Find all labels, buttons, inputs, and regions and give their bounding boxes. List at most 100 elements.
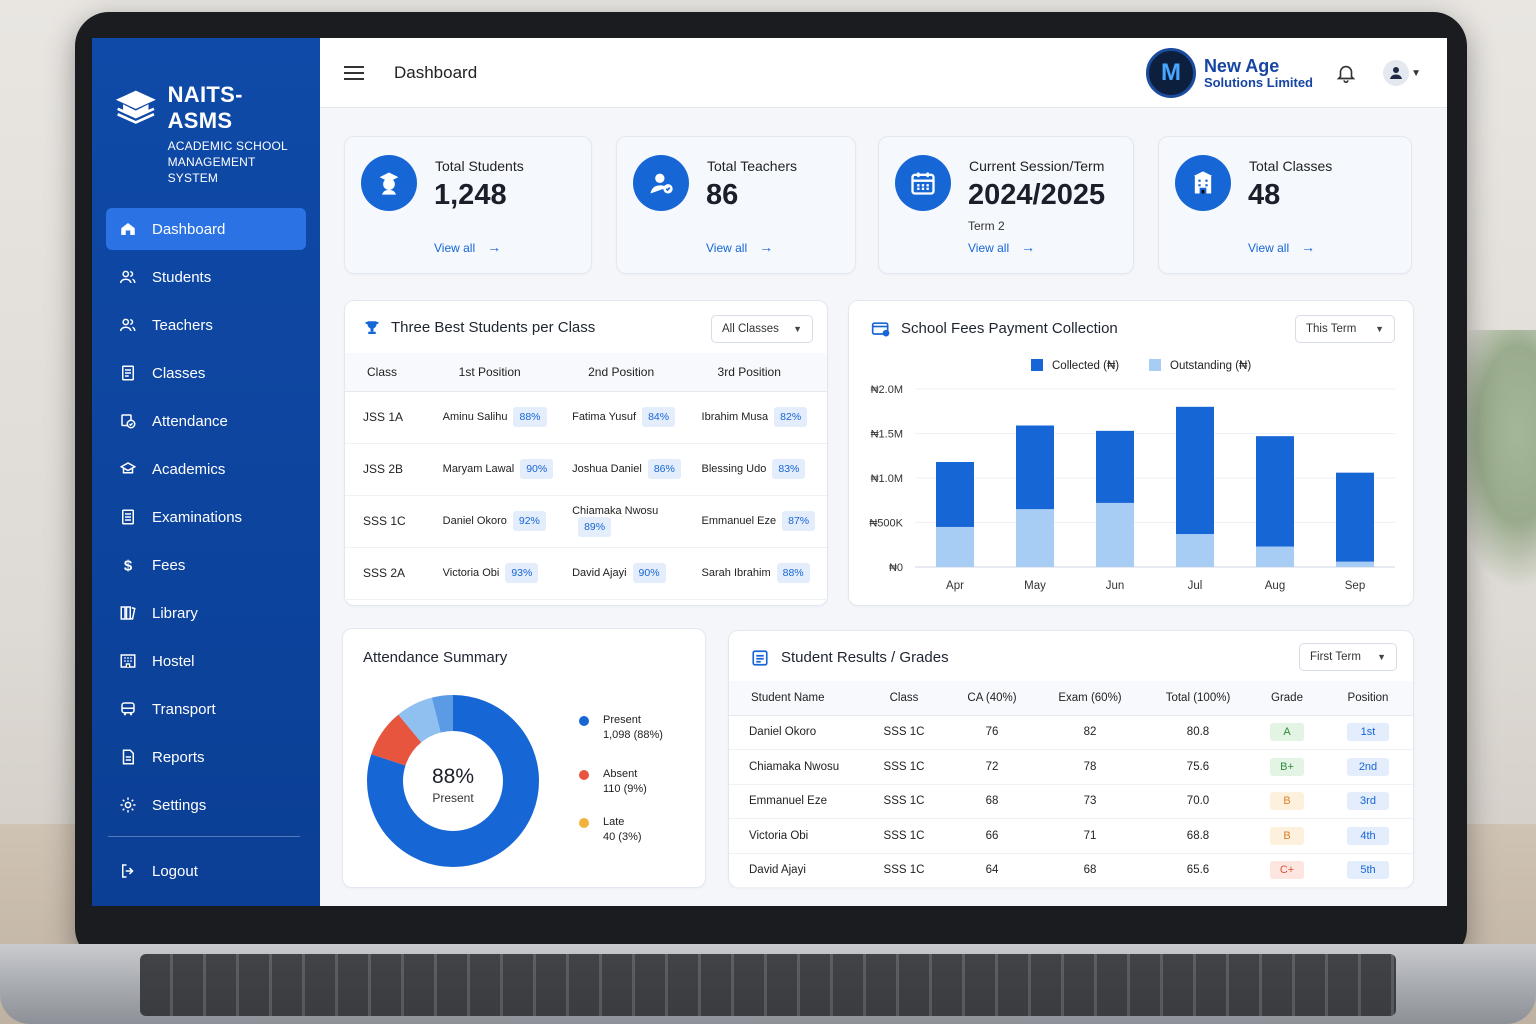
score-badge: 88% [776, 563, 810, 583]
bar-collected-jul[interactable] [1176, 406, 1214, 535]
donut-segment-late[interactable] [367, 695, 539, 867]
position-cell: Sarah Ibrahim 88% [695, 547, 827, 600]
student-name: Emmanuel Eze [701, 515, 777, 527]
bar-outstanding-apr[interactable] [936, 526, 974, 567]
arrow-right-icon: → [1021, 239, 1036, 255]
score-badge: 82% [774, 407, 808, 427]
view-all-label: View all [434, 241, 476, 255]
sidebar-item-academics[interactable]: Academics [106, 448, 306, 490]
ca-cell: 76 [949, 715, 1035, 750]
total-classes-value: 48 [1248, 179, 1281, 211]
position-cell: David Ajayi 90% [566, 547, 696, 600]
bar-outstanding-sep[interactable] [1336, 561, 1374, 567]
sidebar-item-label: Attendance [152, 412, 228, 430]
sidebar-item-attendance[interactable]: Attendance [106, 400, 306, 442]
sidebar-item-label: Academics [152, 460, 226, 478]
y-tick-label: ₦1.0M [871, 473, 903, 485]
legend-detail: 110 (9%) [603, 783, 647, 795]
table-row[interactable]: Emmanuel Eze SSS 1C 68 73 70.0 B 3rd [729, 784, 1413, 819]
book-icon [118, 363, 138, 383]
sidebar-item-reports[interactable]: Reports [106, 736, 306, 778]
teacher-icon [633, 155, 689, 211]
bar-outstanding-jul[interactable] [1176, 534, 1214, 567]
position-cell: Emmanuel Eze 87% [695, 495, 827, 548]
term-filter-select[interactable]: This Term ▼ [1295, 315, 1395, 343]
bar-collected-jun[interactable] [1096, 430, 1134, 503]
exam-cell: 82 [1035, 715, 1145, 750]
bar-outstanding-jun[interactable] [1096, 502, 1134, 567]
table-row[interactable]: Chiamaka Nwosu SSS 1C 72 78 75.6 B+ 2nd [729, 749, 1413, 785]
exam-cell: 68 [1035, 853, 1145, 888]
sidebar-item-transport[interactable]: Transport [106, 688, 306, 730]
school-building-icon [1175, 155, 1231, 211]
score-badge: 89% [578, 517, 612, 537]
dollar-icon: $ [118, 555, 138, 575]
view-all-label: View all [706, 241, 748, 255]
bar-collected-apr[interactable] [936, 461, 974, 527]
position-cell: Maryam Lawal 90% [436, 443, 567, 496]
sidebar-item-students[interactable]: Students [106, 256, 306, 298]
bar-collected-sep[interactable] [1336, 472, 1374, 562]
sidebar-item-dashboard[interactable]: Dashboard [106, 208, 306, 250]
table-row: SSS 2A Victoria Obi 93% David Ajayi 90% Sarah… [345, 547, 827, 600]
company-logo-icon: M [1145, 48, 1196, 98]
attendance-legend-absent: Absent 110 (9%) [579, 767, 647, 797]
sidebar-item-classes[interactable]: Classes [106, 352, 306, 394]
total-students-view-all-link[interactable]: View all → [434, 239, 501, 255]
student-name: Sarah Ibrahim [701, 567, 771, 579]
sidebar-item-teachers[interactable]: Teachers [106, 304, 306, 346]
user-avatar[interactable] [1383, 60, 1409, 86]
ca-cell: 72 [949, 749, 1035, 785]
sidebar-item-library[interactable]: Library [106, 592, 306, 634]
bar-outstanding-aug[interactable] [1256, 546, 1294, 567]
term-filter-value: This Term [1306, 323, 1357, 335]
table-row[interactable]: David Ajayi SSS 1C 64 68 65.6 C+ 5th [729, 853, 1413, 888]
notification-bell-icon[interactable] [1335, 62, 1357, 84]
attendance-legend-late: Late 40 (3%) [579, 815, 642, 845]
results-term-select[interactable]: First Term ▼ [1299, 643, 1397, 671]
x-tick-label: Jun [1106, 580, 1125, 592]
bar-outstanding-may[interactable] [1016, 509, 1054, 567]
attendance-donut-chart [367, 695, 539, 867]
total-students-label: Total Students [435, 158, 524, 174]
logout-button[interactable]: Logout [106, 850, 306, 892]
sidebar-item-label: Reports [152, 748, 205, 766]
page-title: Dashboard [394, 62, 478, 82]
sidebar-item-label: Students [152, 268, 212, 286]
bar-collected-aug[interactable] [1256, 436, 1294, 547]
sidebar-item-hostel[interactable]: Hostel [106, 640, 306, 682]
user-menu-chevron-down-icon[interactable]: ▼ [1411, 68, 1421, 79]
current-session-view-all-link[interactable]: View all → [968, 239, 1035, 255]
class-filter-value: All Classes [722, 323, 779, 335]
student-name-cell: Emmanuel Eze [729, 784, 859, 819]
legend-text: Present 1,098 (88%) [603, 713, 663, 743]
position-badge: 1st [1347, 723, 1389, 742]
grade-badge: A [1270, 723, 1304, 742]
current-session-value: 2024/2025 [968, 179, 1106, 211]
table-row[interactable]: Victoria Obi SSS 1C 66 71 68.8 B 4th [729, 818, 1413, 854]
total-teachers-value: 86 [706, 179, 739, 211]
attendance-center-value: 88% [431, 765, 475, 788]
total-classes-view-all-link[interactable]: View all → [1248, 239, 1315, 255]
sidebar-item-fees[interactable]: $ Fees [106, 544, 306, 586]
sidebar-item-examinations[interactable]: Examinations [106, 496, 306, 538]
laptop-screen: NAITS-ASMS ACADEMIC SCHOOL MANAGEMENT SY… [92, 38, 1447, 906]
arrow-right-icon: → [487, 239, 502, 255]
total-cell: 68.8 [1145, 818, 1251, 854]
sidebar-item-settings[interactable]: Settings [106, 784, 306, 826]
company-name-line1: New Age [1203, 55, 1280, 76]
student-name-cell: David Ajayi [729, 853, 859, 888]
legend-text: Late 40 (3%) [603, 815, 642, 845]
x-tick-label: Aug [1265, 580, 1285, 592]
table-row[interactable]: Daniel Okoro SSS 1C 76 82 80.8 A 1st [729, 715, 1413, 750]
bar-collected-may[interactable] [1016, 425, 1054, 510]
chevron-down-icon: ▼ [793, 324, 802, 334]
total-teachers-view-all-link[interactable]: View all → [706, 239, 773, 255]
class-filter-select[interactable]: All Classes ▼ [711, 315, 813, 343]
legend-detail: 40 (3%) [603, 831, 642, 843]
x-tick-label: Apr [946, 580, 964, 592]
menu-toggle-icon[interactable] [344, 62, 364, 84]
legend-dot [579, 716, 589, 726]
position-badge: 4th [1347, 826, 1389, 845]
bus-icon [118, 699, 138, 719]
